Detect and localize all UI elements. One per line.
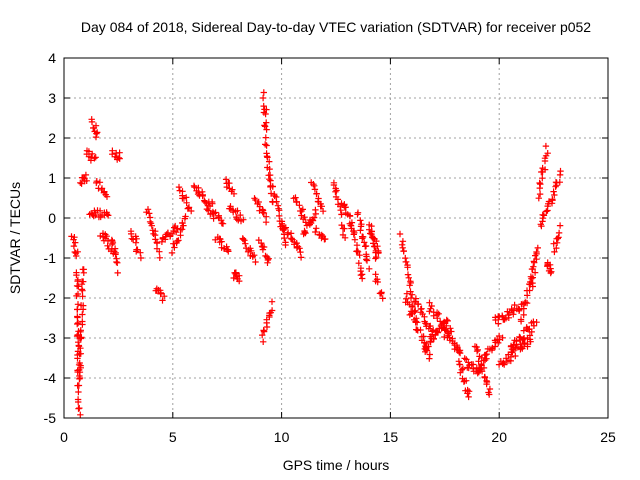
data-point-cluster — [230, 269, 243, 285]
data-point-cluster — [507, 318, 540, 353]
data-point-cluster — [312, 225, 329, 243]
data-point-cluster — [158, 222, 181, 245]
data-point-cluster — [471, 343, 494, 398]
data-point-cluster — [461, 355, 486, 377]
y-tick-label: -2 — [44, 290, 57, 306]
data-point-cluster — [143, 206, 163, 261]
data-point-cluster — [127, 228, 145, 262]
data-point-cluster — [152, 285, 168, 304]
data-point-cluster — [495, 332, 534, 368]
data-point-cluster — [330, 179, 349, 241]
data-point-cluster — [372, 271, 386, 302]
data-point-cluster — [550, 222, 564, 256]
chart-title: Day 084 of 2018, Sidereal Day-to-day VTE… — [81, 19, 591, 35]
x-tick-label: 20 — [491, 429, 507, 445]
y-tick-label: 4 — [48, 50, 56, 66]
data-point-cluster — [410, 295, 437, 343]
y-tick-label: 1 — [48, 170, 56, 186]
data-point-cluster — [93, 178, 111, 200]
data-point-cluster — [239, 235, 259, 266]
data-point-cluster — [168, 213, 189, 257]
x-tick-label: 25 — [600, 429, 616, 445]
axis-ticks: 0 5 10 15 20 25 -5 -4 -3 -2 -1 0 1 2 3 4 — [44, 50, 616, 445]
x-tick-label: 15 — [383, 429, 399, 445]
data-point-cluster — [354, 209, 373, 272]
data-point-cluster — [346, 212, 366, 282]
y-tick-label: 2 — [48, 130, 56, 146]
data-point-cluster — [517, 269, 539, 325]
data-point-cluster — [75, 266, 87, 383]
data-point-cluster — [83, 147, 99, 164]
data-point-cluster — [259, 298, 276, 345]
data-point-cluster — [255, 236, 272, 266]
data-point-cluster — [68, 233, 81, 260]
x-tick-label: 5 — [169, 429, 177, 445]
x-tick-label: 10 — [274, 429, 290, 445]
data-point-cluster — [290, 194, 309, 226]
data-point-cluster — [308, 179, 327, 215]
data-point-cluster — [190, 182, 216, 210]
data-point-cluster — [259, 89, 270, 149]
grid-lines — [64, 58, 608, 418]
data-point-cluster — [478, 332, 506, 364]
data-point-cluster — [300, 206, 319, 238]
data-point-cluster — [108, 236, 121, 277]
y-tick-label: -5 — [44, 410, 57, 426]
data-marks — [68, 89, 564, 418]
x-axis-title: GPS time / hours — [283, 457, 390, 473]
data-point-cluster — [222, 176, 238, 197]
data-point-cluster — [548, 167, 564, 207]
y-axis-title: SDTVAR / TECUs — [7, 182, 23, 294]
data-point-cluster — [278, 220, 305, 261]
plot-frame — [63, 57, 609, 419]
data-point-cluster — [226, 203, 247, 225]
data-point-cluster — [526, 244, 541, 288]
data-point-cluster — [535, 142, 551, 202]
data-point-cluster — [544, 259, 555, 277]
data-point-cluster — [88, 116, 101, 141]
y-tick-label: 3 — [48, 90, 56, 106]
data-point-cluster — [451, 341, 473, 401]
y-tick-label: 0 — [48, 210, 56, 226]
data-point-cluster — [77, 171, 90, 187]
data-point-cluster — [86, 207, 112, 221]
data-point-cluster — [368, 222, 382, 257]
data-point-cluster — [109, 147, 123, 163]
y-tick-label: -3 — [44, 330, 57, 346]
x-tick-label: 0 — [60, 429, 68, 445]
data-point-cluster — [251, 195, 270, 226]
data-point-cluster — [537, 198, 553, 230]
data-point-cluster — [175, 183, 195, 215]
y-tick-label: -4 — [44, 370, 57, 386]
data-point-cluster — [212, 233, 232, 255]
data-point-cluster — [203, 205, 227, 227]
data-point-cluster — [492, 301, 525, 327]
y-tick-label: -1 — [44, 250, 57, 266]
